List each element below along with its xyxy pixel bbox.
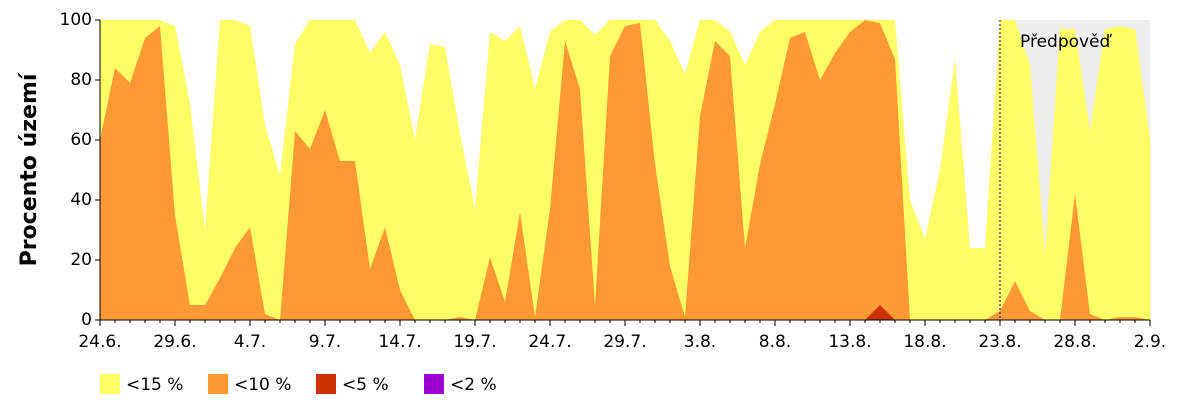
y-tick-label: 0 bbox=[81, 310, 92, 330]
y-axis-label: Procento území bbox=[17, 72, 42, 266]
x-tick-label: 13.8. bbox=[828, 332, 871, 352]
forecast-label: Předpověď bbox=[1020, 32, 1113, 52]
x-tick-label: 29.7. bbox=[603, 332, 646, 352]
y-tick-label: 80 bbox=[70, 70, 92, 90]
x-tick-label: 23.8. bbox=[978, 332, 1021, 352]
x-tick-label: 24.7. bbox=[528, 332, 571, 352]
x-tick-label: 24.6. bbox=[78, 332, 121, 352]
y-tick-label: 20 bbox=[70, 250, 92, 270]
x-tick-label: 2.9. bbox=[1134, 332, 1166, 352]
x-tick-label: 29.6. bbox=[153, 332, 196, 352]
x-tick-label: 9.7. bbox=[309, 332, 341, 352]
x-tick-label: 14.7. bbox=[378, 332, 421, 352]
legend-swatch bbox=[100, 374, 120, 394]
y-tick-label: 100 bbox=[60, 10, 92, 30]
legend-label: <10 % bbox=[234, 375, 291, 395]
legend-label: <15 % bbox=[126, 375, 183, 395]
x-tick-label: 8.8. bbox=[759, 332, 791, 352]
legend-swatch bbox=[316, 374, 336, 394]
area bbox=[100, 20, 1150, 320]
x-tick-label: 19.7. bbox=[453, 332, 496, 352]
y-tick-label: 40 bbox=[70, 190, 92, 210]
x-tick-label: 28.8. bbox=[1053, 332, 1096, 352]
legend-swatch bbox=[424, 374, 444, 394]
x-tick-label: 3.8. bbox=[684, 332, 716, 352]
x-tick-label: 18.8. bbox=[903, 332, 946, 352]
area bbox=[100, 305, 1150, 320]
x-tick-label: 4.7. bbox=[234, 332, 266, 352]
legend-swatch bbox=[208, 374, 228, 394]
y-tick-label: 60 bbox=[70, 130, 92, 150]
legend-label: <5 % bbox=[342, 375, 389, 395]
legend-label: <2 % bbox=[450, 375, 497, 395]
